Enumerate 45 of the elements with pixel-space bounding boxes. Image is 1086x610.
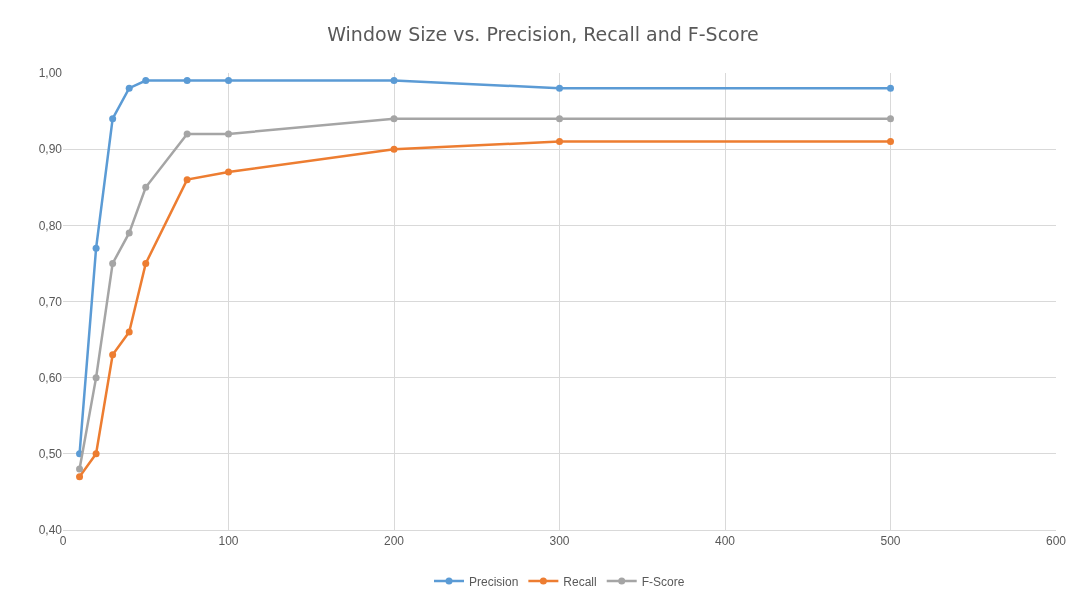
point [225, 130, 232, 138]
point [390, 145, 398, 153]
point [390, 115, 398, 123]
chart-title: Window Size vs. Precision, Recall and F-Score [327, 22, 759, 45]
x-tick-label: 500 [880, 534, 901, 549]
point [109, 115, 117, 123]
x-tick-label: 200 [383, 534, 405, 549]
point [142, 77, 150, 85]
legend-label: Precision [469, 574, 519, 589]
point [109, 259, 117, 267]
y-tick-label: 0,90 [38, 142, 63, 157]
point [92, 450, 100, 458]
point [556, 138, 563, 146]
y-tick-label: 0,70 [38, 294, 63, 309]
point [225, 77, 232, 85]
point [142, 259, 150, 267]
y-tick-label: 0,60 [38, 370, 63, 385]
point [92, 374, 100, 382]
point [76, 465, 84, 473]
x-tick-label: 600 [1045, 534, 1067, 549]
point [183, 176, 191, 184]
point [556, 84, 563, 92]
point [225, 168, 232, 176]
point [183, 130, 191, 138]
y-tick-label: 0,50 [38, 447, 63, 462]
point [125, 328, 133, 336]
point [556, 115, 563, 123]
point [390, 77, 398, 85]
legend-label: Recall [563, 574, 597, 589]
point [887, 138, 894, 146]
point [125, 229, 133, 237]
y-tick-label: 0,80 [38, 218, 63, 233]
point [183, 77, 191, 85]
legend-label: F-Score [641, 574, 685, 589]
point [142, 183, 150, 191]
point [92, 244, 100, 252]
x-tick-label: 300 [549, 534, 570, 549]
point [76, 473, 84, 481]
x-tick-label: 100 [218, 534, 239, 549]
point [109, 351, 117, 359]
y-tick-label: 1,00 [38, 66, 63, 81]
point [125, 84, 133, 92]
point [887, 84, 894, 92]
point [887, 115, 894, 123]
x-tick-label: 400 [714, 534, 736, 549]
